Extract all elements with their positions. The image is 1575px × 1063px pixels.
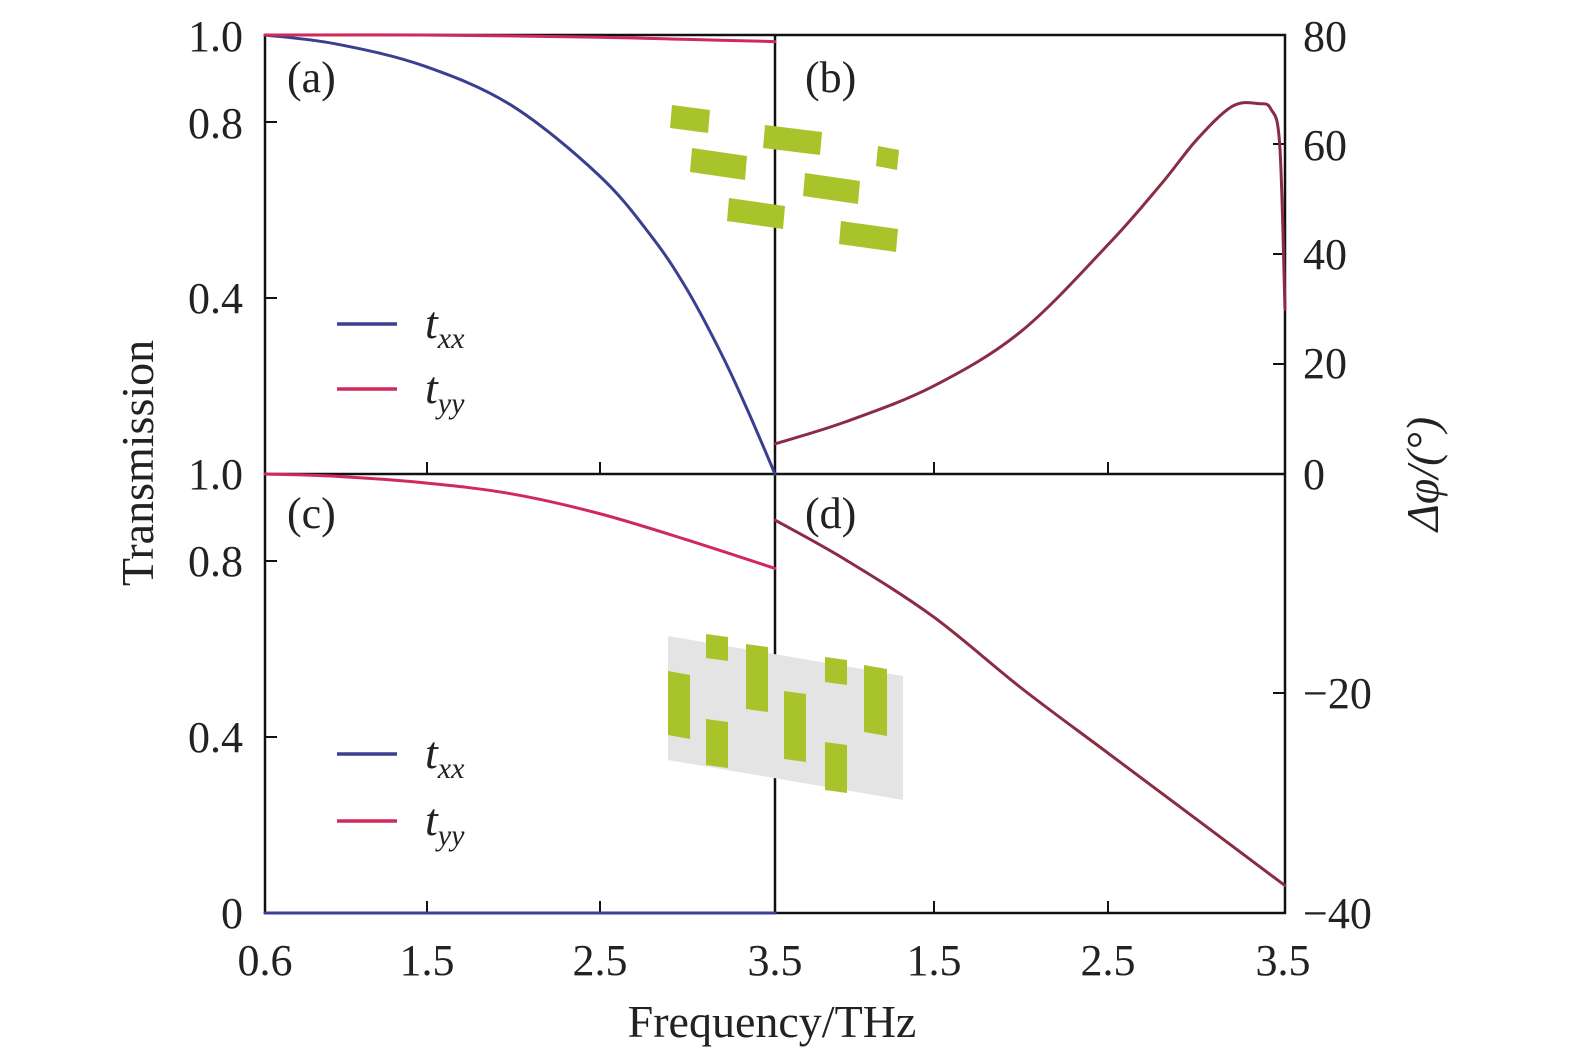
x-tick-label: 3.5 — [1256, 936, 1311, 985]
unit-cell-horizontal-illustration — [670, 105, 899, 252]
y-tick-label: 0.8 — [188, 537, 243, 586]
x-tick-label: 1.5 — [400, 936, 455, 985]
y-tick-label: 0.4 — [188, 274, 243, 323]
series-line-b-phase — [773, 101, 1287, 446]
series-line-c-tyy — [263, 472, 777, 570]
legend-label-txx: txx — [425, 727, 465, 785]
legend-label-tyy: tyy — [425, 362, 465, 420]
x-tick-labels: 0.6 1.5 2.5 3.5 1.5 2.5 3.5 — [238, 936, 1311, 985]
y-tick-label: 40 — [1303, 230, 1347, 279]
y-tick-label: 0 — [221, 889, 243, 938]
y-tick-label: 0 — [1303, 450, 1325, 499]
y-left-axis-title: Transmission — [112, 340, 163, 586]
x-tick-label: 0.6 — [238, 936, 293, 985]
legend-top: txx tyy — [337, 297, 465, 420]
panel-label-a: (a) — [287, 53, 336, 102]
legend-label-tyy: tyy — [425, 794, 465, 852]
y-tick-label: 0.4 — [188, 713, 243, 762]
x-tick-label: 2.5 — [1081, 936, 1136, 985]
panel-label-c: (c) — [287, 489, 336, 538]
y-right-axis-title: Δφ/(°) — [1397, 417, 1448, 533]
panel-label-d: (d) — [805, 489, 856, 538]
x-tick-label: 2.5 — [573, 936, 628, 985]
x-tick-label: 3.5 — [748, 936, 803, 985]
y-right-tick-labels: 80 60 40 20 0 −20 −40 — [1303, 12, 1372, 938]
legend-label-txx: txx — [425, 297, 465, 355]
y-tick-label: 60 — [1303, 121, 1347, 170]
unit-cell-vertical-illustration — [668, 634, 903, 800]
y-tick-label: 80 — [1303, 12, 1347, 61]
y-tick-label: 0.8 — [188, 99, 243, 148]
series-line-a-tyy — [263, 33, 777, 44]
y-tick-label: 20 — [1303, 339, 1347, 388]
y-tick-label: −40 — [1303, 889, 1372, 938]
y-left-tick-labels: 1.0 0.8 0.4 1.0 0.8 0.4 0 — [188, 12, 243, 938]
x-axis-title: Frequency/THz — [628, 996, 917, 1047]
series-line-a-txx — [263, 33, 777, 476]
y-tick-label: 1.0 — [188, 12, 243, 61]
legend-bottom: txx tyy — [337, 727, 465, 852]
y-tick-label: 1.0 — [188, 450, 243, 499]
x-tick-label: 1.5 — [907, 936, 962, 985]
y-tick-label: −20 — [1303, 669, 1372, 718]
series-line-d-phase — [773, 518, 1287, 888]
series-layer — [263, 33, 1287, 915]
panel-label-b: (b) — [805, 53, 856, 102]
